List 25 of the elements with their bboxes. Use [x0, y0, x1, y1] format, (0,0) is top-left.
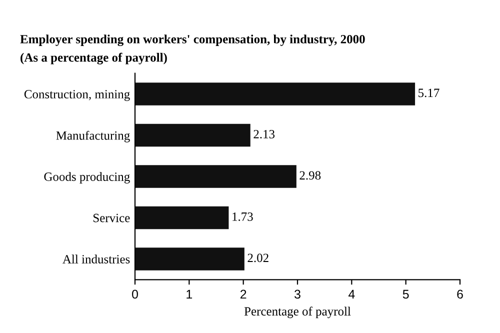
data-label: 2.02 — [248, 254, 268, 262]
data-label: 2.13 — [254, 130, 275, 138]
bar — [135, 248, 244, 270]
chart-subtitle: (As a percentage of payroll) — [20, 52, 167, 64]
x-tick-label: 4 — [348, 290, 355, 298]
chart-title: Employer spending on workers' compensation, by industry, 2000 — [20, 34, 365, 46]
x-axis-title: Percentage of payroll — [244, 306, 351, 318]
x-tick-label: 6 — [457, 290, 463, 299]
bar — [135, 165, 296, 188]
x-tick-label: 5 — [402, 290, 409, 299]
x-tick-label: 0 — [132, 290, 138, 299]
bar — [135, 82, 416, 106]
x-tick-label: 1 — [186, 290, 192, 298]
y-tick-label: Manufacturing — [56, 130, 130, 142]
bar — [135, 124, 250, 147]
data-label: 2.98 — [300, 171, 321, 180]
data-label: 5.17 — [418, 88, 440, 98]
y-tick-label: Service — [93, 214, 130, 222]
y-tick-label: All industries — [62, 254, 130, 264]
y-tick-label: Goods producing — [44, 172, 130, 184]
y-tick-label: Construction, mining — [24, 90, 130, 102]
bar — [135, 206, 229, 230]
x-tick-label: 3 — [294, 290, 300, 299]
data-label: 1.73 — [232, 212, 253, 221]
x-tick-label: 2 — [240, 290, 246, 298]
